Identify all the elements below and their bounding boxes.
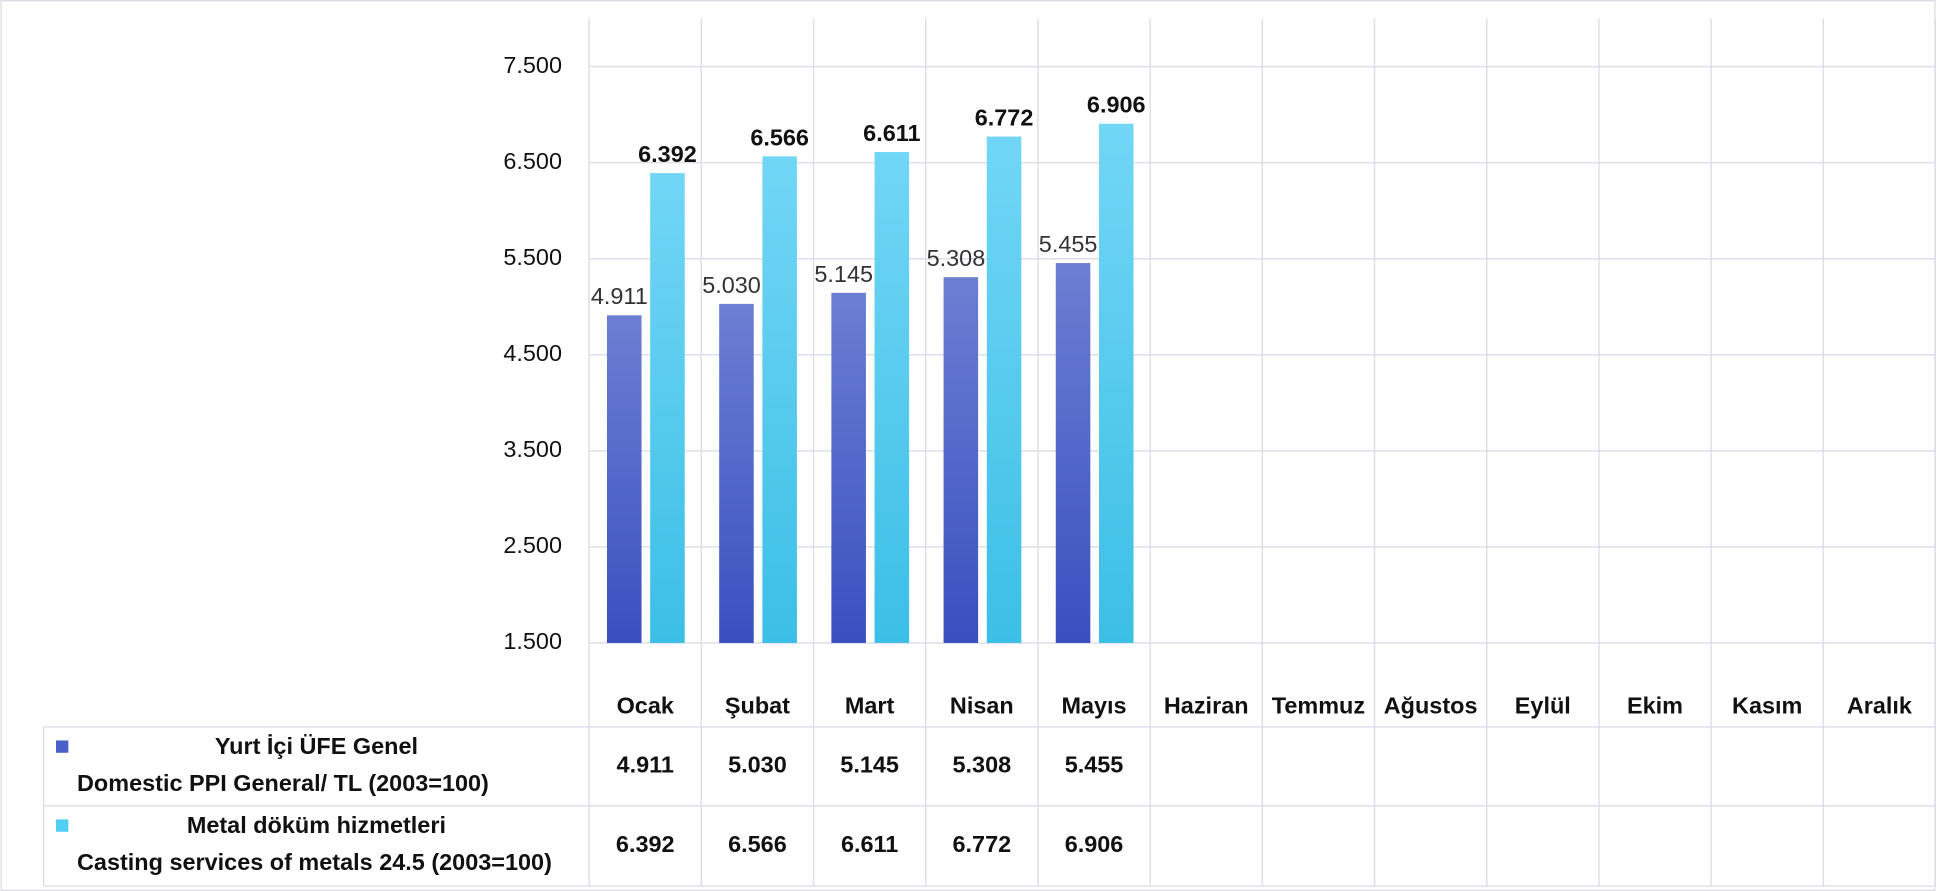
bar — [943, 277, 979, 643]
table-cell: 6.772 — [953, 831, 1012, 857]
data-label: 6.611 — [863, 120, 920, 146]
data-label: 4.911 — [591, 283, 648, 309]
bar — [874, 152, 910, 643]
bar — [762, 156, 797, 643]
bar — [719, 303, 754, 643]
y-tick-label: 2.500 — [503, 532, 562, 558]
bar — [1098, 123, 1134, 643]
legend-label: Metal döküm hizmetleri — [187, 812, 446, 838]
y-tick-label: 3.500 — [503, 436, 562, 462]
y-tick-label: 4.500 — [503, 340, 562, 366]
x-tick-label: Aralık — [1847, 692, 1913, 718]
y-tick-label: 6.500 — [503, 148, 562, 174]
x-tick-label: Kasım — [1732, 692, 1802, 718]
bar — [650, 173, 685, 643]
data-label: 5.030 — [702, 272, 761, 298]
data-label: 5.455 — [1039, 231, 1098, 257]
data-label: 6.566 — [750, 124, 809, 150]
x-tick-label: Nisan — [950, 692, 1014, 718]
x-tick-label: Haziran — [1164, 692, 1249, 718]
bar — [1055, 263, 1091, 643]
y-tick-label: 7.500 — [503, 52, 562, 78]
x-tick-label: Mart — [845, 692, 895, 718]
x-tick-label: Ocak — [617, 692, 675, 718]
x-tick-label: Ağustos — [1384, 692, 1478, 718]
data-label: 6.392 — [638, 141, 697, 167]
bar — [831, 292, 866, 643]
table-cell: 6.392 — [616, 831, 675, 857]
legend-swatch — [56, 819, 69, 832]
table-cell: 5.455 — [1065, 752, 1124, 778]
table-cell: 6.566 — [728, 831, 787, 857]
table-cell: 5.145 — [840, 752, 899, 778]
y-tick-label: 5.500 — [503, 244, 562, 270]
legend-label: Yurt İçi ÜFE Genel — [215, 733, 418, 759]
x-tick-label: Ekim — [1627, 692, 1683, 718]
legend-label: Casting services of metals 24.5 (2003=10… — [77, 849, 552, 875]
data-label: 6.906 — [1087, 92, 1146, 118]
table-cell: 4.911 — [617, 752, 674, 778]
table-cell: 6.611 — [841, 831, 898, 857]
data-label: 5.145 — [814, 261, 873, 287]
x-tick-label: Eylül — [1515, 692, 1571, 718]
legend-label: Domestic PPI General/ TL (2003=100) — [77, 770, 489, 796]
table-cell: 5.030 — [728, 752, 787, 778]
data-label: 5.308 — [927, 245, 986, 271]
x-tick-label: Şubat — [725, 692, 790, 718]
x-tick-label: Temmuz — [1272, 692, 1365, 718]
data-label: 6.772 — [975, 104, 1034, 130]
y-tick-label: 1.500 — [503, 628, 562, 654]
table-cell: 5.308 — [953, 752, 1012, 778]
x-tick-label: Mayıs — [1061, 692, 1126, 718]
bar — [606, 315, 642, 643]
table-cell: 6.906 — [1065, 831, 1124, 857]
legend-swatch — [56, 740, 69, 753]
bar — [986, 136, 1022, 643]
